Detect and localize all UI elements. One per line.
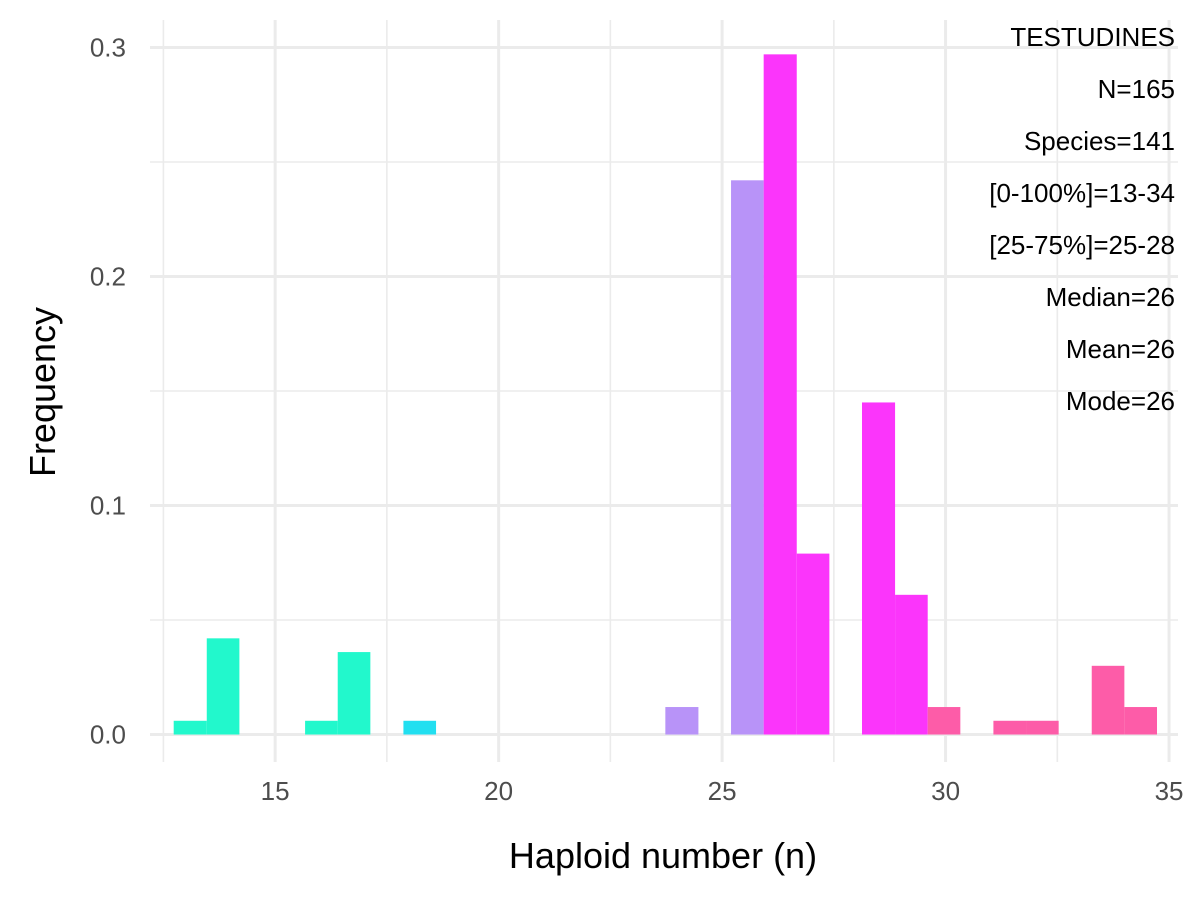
histogram-bar <box>993 720 1027 735</box>
x-tick-label: 15 <box>261 776 290 806</box>
x-tick-label: 20 <box>484 776 513 806</box>
histogram-bar <box>1026 720 1059 735</box>
histogram-bar <box>305 720 338 735</box>
stat-annotation: Species=141 <box>1024 126 1175 156</box>
histogram-bar <box>862 402 896 735</box>
stat-annotation: Mean=26 <box>1066 334 1175 364</box>
x-axis-ticks: 15 20 25 30 35 <box>261 776 1184 806</box>
stat-annotation: [0-100%]=13-34 <box>989 178 1175 208</box>
x-tick-label: 35 <box>1155 776 1184 806</box>
histogram-bar <box>403 720 437 735</box>
x-tick-label: 25 <box>708 776 737 806</box>
stat-annotation: TESTUDINES <box>1010 22 1175 52</box>
histogram-bar <box>173 720 207 735</box>
histogram-bar <box>796 553 830 735</box>
y-tick-label: 0.0 <box>90 720 126 750</box>
histogram-bar <box>337 652 371 735</box>
histogram-bar <box>763 54 797 735</box>
y-tick-label: 0.3 <box>90 32 126 62</box>
bars <box>173 54 1157 735</box>
y-axis-ticks: 0.0 0.1 0.2 0.3 <box>90 32 126 749</box>
stats-annotations: TESTUDINES N=165 Species=141 [0-100%]=13-34… <box>989 22 1175 416</box>
stat-annotation: [25-75%]=25-28 <box>989 230 1175 260</box>
y-tick-label: 0.2 <box>90 261 126 291</box>
histogram-bar <box>206 638 240 735</box>
x-axis-title: Haploid number (n) <box>509 835 817 876</box>
y-axis-title: Frequency <box>22 307 63 477</box>
histogram-bar <box>665 707 699 735</box>
histogram-bar <box>1091 665 1125 735</box>
histogram-bar <box>731 180 764 735</box>
y-tick-label: 0.1 <box>90 491 126 521</box>
histogram-bar <box>895 594 928 735</box>
stat-annotation: Median=26 <box>1046 282 1175 312</box>
stat-annotation: N=165 <box>1098 74 1175 104</box>
histogram-bar <box>927 707 961 735</box>
x-tick-label: 30 <box>931 776 960 806</box>
stat-annotation: Mode=26 <box>1066 386 1175 416</box>
histogram-bar <box>1124 707 1157 735</box>
